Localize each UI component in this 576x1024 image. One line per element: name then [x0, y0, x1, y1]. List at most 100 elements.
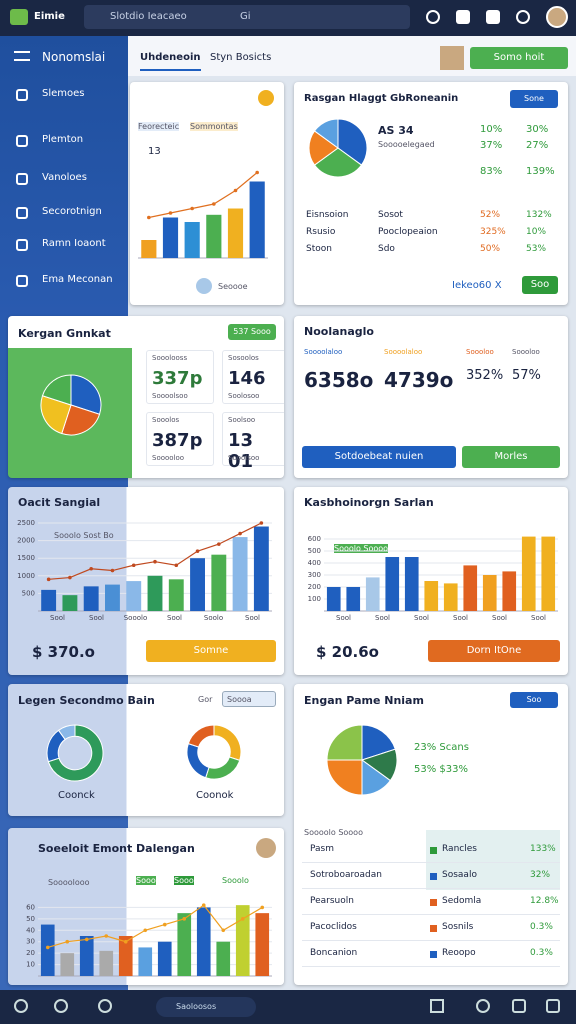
- nav-icon[interactable]: [54, 999, 68, 1013]
- bar: [365, 577, 380, 611]
- y-tick-label: 500: [22, 589, 35, 597]
- bar: [424, 581, 439, 611]
- bar: [385, 557, 400, 611]
- bar: [326, 587, 341, 611]
- nav-icon[interactable]: [512, 999, 526, 1013]
- menu-icon[interactable]: [14, 51, 30, 61]
- point: [65, 939, 70, 944]
- icon[interactable]: [486, 10, 500, 24]
- bar: [79, 936, 94, 976]
- nav-icon[interactable]: [16, 239, 28, 251]
- button[interactable]: Sotdoebeat nuien: [302, 446, 456, 468]
- icon[interactable]: [456, 10, 470, 24]
- bar: [138, 947, 153, 976]
- icon[interactable]: [426, 10, 440, 24]
- table-cell: Sotroboaroadan: [310, 870, 382, 880]
- top-button[interactable]: Somo hoit: [470, 47, 568, 69]
- y-tick-label: 1500: [17, 554, 35, 562]
- bar: [40, 924, 55, 976]
- bar: [232, 537, 248, 611]
- nav-icon[interactable]: [16, 89, 28, 101]
- badge[interactable]: Sone: [510, 90, 558, 108]
- bar: [206, 214, 222, 258]
- line: [47, 904, 263, 949]
- bar: [502, 571, 517, 611]
- table-cell: Stoon: [306, 244, 332, 254]
- y-tick-label: 2000: [17, 537, 35, 545]
- button[interactable]: Morles: [462, 446, 560, 468]
- trend-card: Feorecteic Sommontas 13 Seoooe: [130, 82, 284, 305]
- kpi-label: Soolsoo: [228, 416, 256, 424]
- nav-item[interactable]: Secorotnign: [42, 206, 102, 217]
- search-key: Gi: [240, 11, 251, 22]
- x-tick-label: Soolo: [204, 614, 223, 622]
- nav-icon[interactable]: [16, 135, 28, 147]
- search-text: Slotdio Ieacaeo: [110, 11, 187, 22]
- nav-item[interactable]: Plemton: [42, 134, 84, 145]
- chart: 10 20 30 40 50 60: [26, 903, 272, 977]
- x-tick-label: Sool: [531, 614, 546, 622]
- card-title: Noolanaglo: [304, 325, 374, 338]
- nav-icon[interactable]: [430, 999, 444, 1013]
- nav-icon[interactable]: [476, 999, 490, 1013]
- slice: [70, 374, 102, 415]
- point: [110, 568, 115, 573]
- search-box[interactable]: Slotdio Ieacaeo Gi: [84, 5, 410, 29]
- label: Coonok: [196, 790, 234, 801]
- tab[interactable]: Uhdeneoin: [140, 52, 201, 71]
- dropdown[interactable]: Soooa: [222, 691, 276, 707]
- nav-icon[interactable]: [98, 999, 112, 1013]
- nav-icon[interactable]: [16, 173, 28, 185]
- nav-item[interactable]: Ramn Ioaont: [42, 238, 106, 249]
- nav-pill[interactable]: Saoloosos: [156, 997, 256, 1017]
- table-header: Soooolo Soooo: [304, 828, 363, 837]
- nav-icon[interactable]: [14, 999, 28, 1013]
- slice: [41, 374, 72, 406]
- y-tick-label: 200: [308, 583, 321, 591]
- kpi-card: Noolanaglo Sotdoebeat nuien Morles Soooo…: [294, 316, 568, 478]
- badge[interactable]: Soo: [510, 692, 558, 708]
- button[interactable]: Somne: [146, 640, 276, 662]
- marker: [430, 951, 437, 958]
- point: [195, 549, 200, 553]
- kpi-value: 6358o: [304, 368, 374, 392]
- footer: Iekeo60 X: [452, 280, 502, 291]
- nav-item[interactable]: Ema Meconan: [42, 274, 113, 285]
- nav-item[interactable]: Slemoes: [42, 88, 85, 99]
- button[interactable]: Soo: [522, 276, 558, 294]
- x-tick-label: Sool: [336, 614, 351, 622]
- tab[interactable]: Styn Bosicts: [210, 52, 272, 63]
- donut-card: Legen Secondmo Bain Gor Soooa Coonck Coo…: [8, 684, 284, 816]
- chart-card: Soeeloit Emont Dalengan Soooolooo Sooo S…: [8, 828, 284, 985]
- bar: [62, 595, 78, 611]
- slice: [326, 724, 363, 761]
- button[interactable]: Dorn ItOne: [428, 640, 560, 662]
- nav-icon[interactable]: [16, 207, 28, 219]
- icon[interactable]: [516, 10, 530, 24]
- marker: [430, 925, 437, 932]
- point: [104, 934, 109, 938]
- point: [45, 945, 50, 950]
- bar: [105, 584, 120, 611]
- x-tick-label: Sooolo: [124, 614, 148, 622]
- nav-item[interactable]: Vanoloes: [42, 172, 87, 183]
- bar: [83, 586, 99, 611]
- bar: [521, 536, 536, 611]
- nav-icon[interactable]: [546, 999, 560, 1013]
- stat: 37%: [480, 140, 503, 151]
- table-cell: Sosot: [378, 210, 403, 220]
- point: [259, 521, 264, 525]
- slice: [187, 724, 215, 748]
- legend: Sooo: [174, 876, 194, 885]
- x-tick-label: Sool: [50, 614, 65, 622]
- legend: 23% Scans: [414, 742, 469, 753]
- avatar[interactable]: [546, 6, 568, 28]
- legend: Sooolo: [222, 876, 249, 885]
- table-cell: Pooclopeaion: [378, 227, 438, 237]
- card-title: Kergan Gnnkat: [18, 327, 111, 340]
- label: Coonck: [58, 790, 95, 801]
- table-cell: 0.3%: [530, 922, 553, 932]
- table-cell: 10%: [526, 227, 547, 237]
- nav-icon[interactable]: [16, 275, 28, 287]
